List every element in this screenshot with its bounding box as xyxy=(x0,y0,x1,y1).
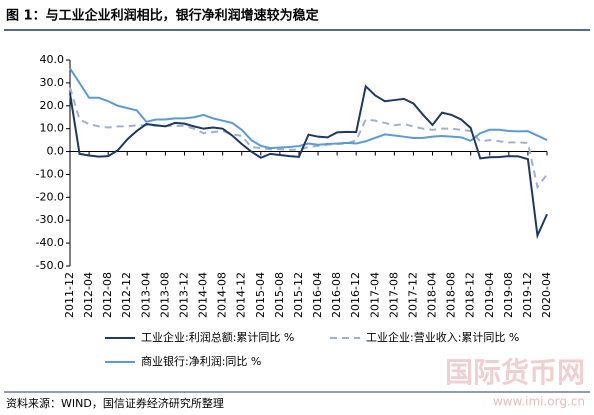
x-tick-label: 2018-12 xyxy=(464,272,477,318)
x-tick-label: 2019-04 xyxy=(483,272,496,318)
y-tick-label: -50.0 xyxy=(36,259,64,272)
watermark-url: www.imi.org.cn xyxy=(493,395,585,409)
x-tick-label: 2015-04 xyxy=(254,272,267,318)
x-tick-label: 2015-08 xyxy=(273,272,286,318)
line-series xyxy=(69,87,548,190)
x-tick-label: 2012-04 xyxy=(82,272,95,318)
x-tick-label: 2014-08 xyxy=(216,272,229,318)
x-tick-label: 2014-12 xyxy=(235,272,248,318)
x-tick-label: 2020-04 xyxy=(540,272,553,318)
y-tick-label: 20.0 xyxy=(40,99,65,112)
x-tick-label: 2019-12 xyxy=(521,272,534,318)
x-tick-label: 2014-04 xyxy=(197,272,210,318)
chart-title: 图 1：与工业企业利润相比，银行净利润增速较为稳定 xyxy=(6,8,319,24)
y-tick-label: -30.0 xyxy=(36,213,64,226)
source: 资料来源：WIND，国信证券经济研究所整理 xyxy=(6,396,224,410)
legend-label: 工业企业:营业收入:累计同比 % xyxy=(366,330,519,344)
x-tick-label: 2012-12 xyxy=(120,272,133,318)
x-tick-label: 2017-04 xyxy=(368,272,381,318)
legend-label: 工业企业:利润总额:累计同比 % xyxy=(141,330,294,344)
x-tick-label: 2011-12 xyxy=(63,272,76,318)
x-tick-label: 2013-04 xyxy=(139,272,152,318)
y-tick-label: 30.0 xyxy=(40,76,65,89)
x-tick-label: 2016-08 xyxy=(330,272,343,318)
watermark: 国际货币网 xyxy=(445,356,585,389)
y-tick-label: 40.0 xyxy=(40,53,65,66)
x-tick-label: 2013-08 xyxy=(158,272,171,318)
x-tick-label: 2013-12 xyxy=(177,272,190,318)
x-tick-label: 2012-08 xyxy=(101,272,114,318)
y-tick-label: 10.0 xyxy=(40,122,65,135)
x-tick-label: 2018-04 xyxy=(426,272,439,318)
y-tick-label: -40.0 xyxy=(36,236,64,249)
line-series xyxy=(69,67,548,150)
x-tick-label: 2017-08 xyxy=(387,272,400,318)
y-tick-label: -20.0 xyxy=(36,190,64,203)
x-tick-label: 2019-08 xyxy=(502,272,515,318)
x-tick-label: 2016-04 xyxy=(311,272,324,318)
x-tick-label: 2015-12 xyxy=(292,272,305,318)
y-tick-label: -10.0 xyxy=(36,167,64,180)
legend-label: 商业银行:净利润:同比 % xyxy=(141,354,261,368)
x-tick-label: 2016-12 xyxy=(349,272,362,318)
y-tick-label: 0.0 xyxy=(47,145,65,158)
line-series xyxy=(69,84,548,240)
x-tick-label: 2017-12 xyxy=(406,272,419,318)
x-tick-label: 2018-08 xyxy=(445,272,458,318)
